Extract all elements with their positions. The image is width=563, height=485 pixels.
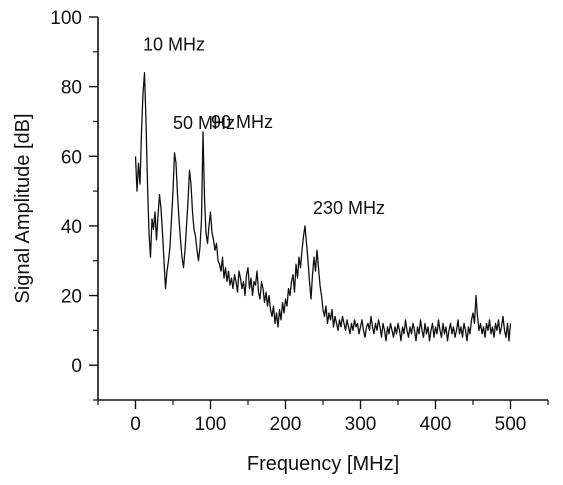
- x-axis-title: Frequency [MHz]: [247, 453, 399, 475]
- x-tick-label: 0: [130, 414, 141, 435]
- axes-layer: [97, 17, 548, 401]
- peak-annotation: 230 MHz: [313, 198, 385, 218]
- series-layer: [134, 72, 512, 342]
- y-tick-label: 20: [61, 287, 82, 308]
- peak-annotation: 10 MHz: [143, 35, 205, 55]
- y-tick-label: 0: [71, 356, 82, 377]
- y-axis-title: Signal Amplitude [dB]: [12, 113, 34, 303]
- ticks-layer: [89, 16, 549, 409]
- x-tick-label: 500: [495, 414, 527, 435]
- x-tick-label: 100: [195, 414, 227, 435]
- peak-annotation: 90 MHz: [211, 112, 273, 132]
- x-tick-label: 200: [270, 414, 302, 435]
- x-tick-label: 400: [420, 414, 452, 435]
- x-tick-label: 300: [345, 414, 377, 435]
- y-tick-label: 80: [61, 78, 82, 99]
- y-tick-label: 60: [61, 147, 82, 168]
- peak-annotation: 50 MHz: [173, 113, 235, 133]
- series-line-0: [134, 72, 512, 342]
- labels-layer: 0 100 200 300 400 500 0 20 40 60 80 100 10 MHz 50 MHz…: [12, 8, 526, 475]
- y-tick-label: 40: [61, 217, 82, 238]
- y-tick-label: 100: [50, 8, 82, 29]
